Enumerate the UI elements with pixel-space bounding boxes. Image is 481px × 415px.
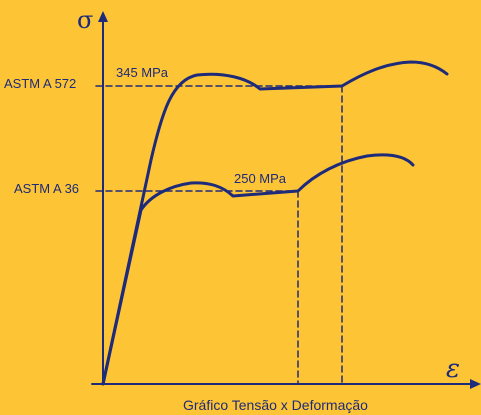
yield-stress-label-a36: 250 MPa xyxy=(234,171,287,186)
epsilon-axis-symbol: ε xyxy=(446,354,460,384)
x-axis-arrowhead xyxy=(470,379,481,389)
diagram-caption: Gráfico Tensão x Deformação xyxy=(183,397,368,413)
curve-astm-a36 xyxy=(101,153,415,386)
material-label-astm-a572: ASTM A 572 xyxy=(4,76,77,91)
curve-astm-a572 xyxy=(101,60,449,386)
y-axis-arrowhead xyxy=(98,11,108,22)
yield-stress-label-a572: 345 MPa xyxy=(116,65,169,80)
material-label-astm-a36: ASTM A 36 xyxy=(14,181,80,196)
sigma-axis-symbol: σ xyxy=(77,6,94,34)
